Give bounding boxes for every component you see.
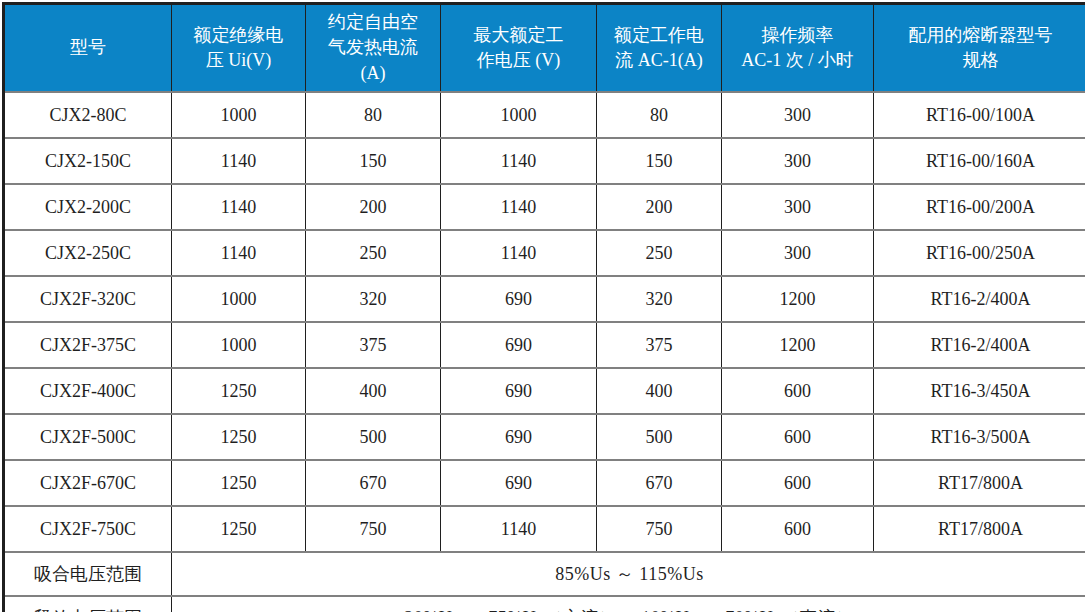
column-header: 最大额定工 作电压 (V) bbox=[441, 4, 597, 93]
value-cell: 400 bbox=[306, 368, 441, 414]
release-voltage-range-label: 释放电压范围 bbox=[4, 596, 172, 612]
model-cell: CJX2F-320C bbox=[4, 276, 172, 322]
value-cell: 500 bbox=[597, 414, 722, 460]
value-cell: 300 bbox=[722, 184, 874, 230]
value-cell: 300 bbox=[722, 230, 874, 276]
value-cell: 500 bbox=[306, 414, 441, 460]
column-header: 操作频率 AC-1 次 / 小时 bbox=[722, 4, 874, 93]
value-cell: 690 bbox=[441, 276, 597, 322]
value-cell: RT16-2/400A bbox=[874, 322, 1085, 368]
value-cell: 375 bbox=[306, 322, 441, 368]
value-cell: RT17/800A bbox=[874, 506, 1085, 552]
table-row: CJX2F-375C10003756903751200RT16-2/400A bbox=[4, 322, 1085, 368]
table-row: CJX2-200C11402001140200300RT16-00/200A bbox=[4, 184, 1085, 230]
contactor-spec-page: 型号额定绝缘电 压 Ui(V)约定自由空 气发热电流 (A)最大额定工 作电压 … bbox=[0, 0, 1085, 612]
value-cell: 400 bbox=[597, 368, 722, 414]
value-cell: 150 bbox=[306, 138, 441, 184]
value-cell: 600 bbox=[722, 460, 874, 506]
table-row: CJX2-250C11402501140250300RT16-00/250A bbox=[4, 230, 1085, 276]
pickup-voltage-row: 吸合电压范围 85%Us ～ 115%Us bbox=[4, 552, 1085, 596]
value-cell: 600 bbox=[722, 506, 874, 552]
release-voltage-range-value: 20%Us ～ 75%Us（交流）； 10%Us ～ 70%Us（直流） bbox=[172, 596, 1085, 612]
value-cell: 670 bbox=[306, 460, 441, 506]
value-cell: 690 bbox=[441, 368, 597, 414]
value-cell: 1140 bbox=[172, 184, 306, 230]
value-cell: 1000 bbox=[441, 92, 597, 138]
model-cell: CJX2-80C bbox=[4, 92, 172, 138]
value-cell: 320 bbox=[306, 276, 441, 322]
value-cell: 670 bbox=[597, 460, 722, 506]
column-header: 型号 bbox=[4, 4, 172, 93]
value-cell: 600 bbox=[722, 368, 874, 414]
value-cell: 750 bbox=[306, 506, 441, 552]
value-cell: 600 bbox=[722, 414, 874, 460]
column-header: 配用的熔断器型号 规格 bbox=[874, 4, 1085, 93]
value-cell: 1000 bbox=[172, 92, 306, 138]
value-cell: 250 bbox=[306, 230, 441, 276]
value-cell: 1140 bbox=[441, 184, 597, 230]
model-cell: CJX2-250C bbox=[4, 230, 172, 276]
value-cell: 1140 bbox=[441, 138, 597, 184]
value-cell: RT16-00/160A bbox=[874, 138, 1085, 184]
value-cell: 320 bbox=[597, 276, 722, 322]
value-cell: 150 bbox=[597, 138, 722, 184]
value-cell: 80 bbox=[597, 92, 722, 138]
value-cell: RT16-2/400A bbox=[874, 276, 1085, 322]
model-cell: CJX2F-670C bbox=[4, 460, 172, 506]
table-row: CJX2F-320C10003206903201200RT16-2/400A bbox=[4, 276, 1085, 322]
value-cell: RT16-3/450A bbox=[874, 368, 1085, 414]
model-cell: CJX2-200C bbox=[4, 184, 172, 230]
model-cell: CJX2F-375C bbox=[4, 322, 172, 368]
model-cell: CJX2F-750C bbox=[4, 506, 172, 552]
value-cell: 300 bbox=[722, 92, 874, 138]
value-cell: 1140 bbox=[172, 138, 306, 184]
value-cell: RT16-00/200A bbox=[874, 184, 1085, 230]
model-cell: CJX2F-400C bbox=[4, 368, 172, 414]
value-cell: 1140 bbox=[441, 230, 597, 276]
value-cell: 1200 bbox=[722, 322, 874, 368]
model-cell: CJX2F-500C bbox=[4, 414, 172, 460]
value-cell: 1250 bbox=[172, 414, 306, 460]
value-cell: 1200 bbox=[722, 276, 874, 322]
value-cell: 690 bbox=[441, 322, 597, 368]
value-cell: 1140 bbox=[441, 506, 597, 552]
value-cell: 250 bbox=[597, 230, 722, 276]
column-header: 额定绝缘电 压 Ui(V) bbox=[172, 4, 306, 93]
value-cell: 1250 bbox=[172, 368, 306, 414]
value-cell: 1250 bbox=[172, 460, 306, 506]
value-cell: 200 bbox=[306, 184, 441, 230]
pickup-voltage-range-label: 吸合电压范围 bbox=[4, 552, 172, 596]
value-cell: RT16-3/500A bbox=[874, 414, 1085, 460]
value-cell: RT16-00/250A bbox=[874, 230, 1085, 276]
value-cell: 200 bbox=[597, 184, 722, 230]
value-cell: 375 bbox=[597, 322, 722, 368]
release-voltage-row: 释放电压范围 20%Us ～ 75%Us（交流）； 10%Us ～ 70%Us（… bbox=[4, 596, 1085, 612]
value-cell: 690 bbox=[441, 460, 597, 506]
value-cell: 690 bbox=[441, 414, 597, 460]
value-cell: 1250 bbox=[172, 506, 306, 552]
column-header: 约定自由空 气发热电流 (A) bbox=[306, 4, 441, 93]
value-cell: 1000 bbox=[172, 322, 306, 368]
column-header: 额定工作电 流 AC-1(A) bbox=[597, 4, 722, 93]
value-cell: 80 bbox=[306, 92, 441, 138]
value-cell: RT16-00/100A bbox=[874, 92, 1085, 138]
table-row: CJX2F-750C12507501140750600RT17/800A bbox=[4, 506, 1085, 552]
table-row: CJX2F-400C1250400690400600RT16-3/450A bbox=[4, 368, 1085, 414]
table-row: CJX2F-670C1250670690670600RT17/800A bbox=[4, 460, 1085, 506]
value-cell: 300 bbox=[722, 138, 874, 184]
value-cell: RT17/800A bbox=[874, 460, 1085, 506]
table-row: CJX2F-500C1250500690500600RT16-3/500A bbox=[4, 414, 1085, 460]
table-row: CJX2-80C100080100080300RT16-00/100A bbox=[4, 92, 1085, 138]
value-cell: 1000 bbox=[172, 276, 306, 322]
header-row: 型号额定绝缘电 压 Ui(V)约定自由空 气发热电流 (A)最大额定工 作电压 … bbox=[4, 4, 1085, 93]
pickup-voltage-range-value: 85%Us ～ 115%Us bbox=[172, 552, 1085, 596]
model-cell: CJX2-150C bbox=[4, 138, 172, 184]
value-cell: 750 bbox=[597, 506, 722, 552]
contactor-spec-table: 型号额定绝缘电 压 Ui(V)约定自由空 气发热电流 (A)最大额定工 作电压 … bbox=[2, 2, 1085, 612]
table-row: CJX2-150C11401501140150300RT16-00/160A bbox=[4, 138, 1085, 184]
value-cell: 1140 bbox=[172, 230, 306, 276]
